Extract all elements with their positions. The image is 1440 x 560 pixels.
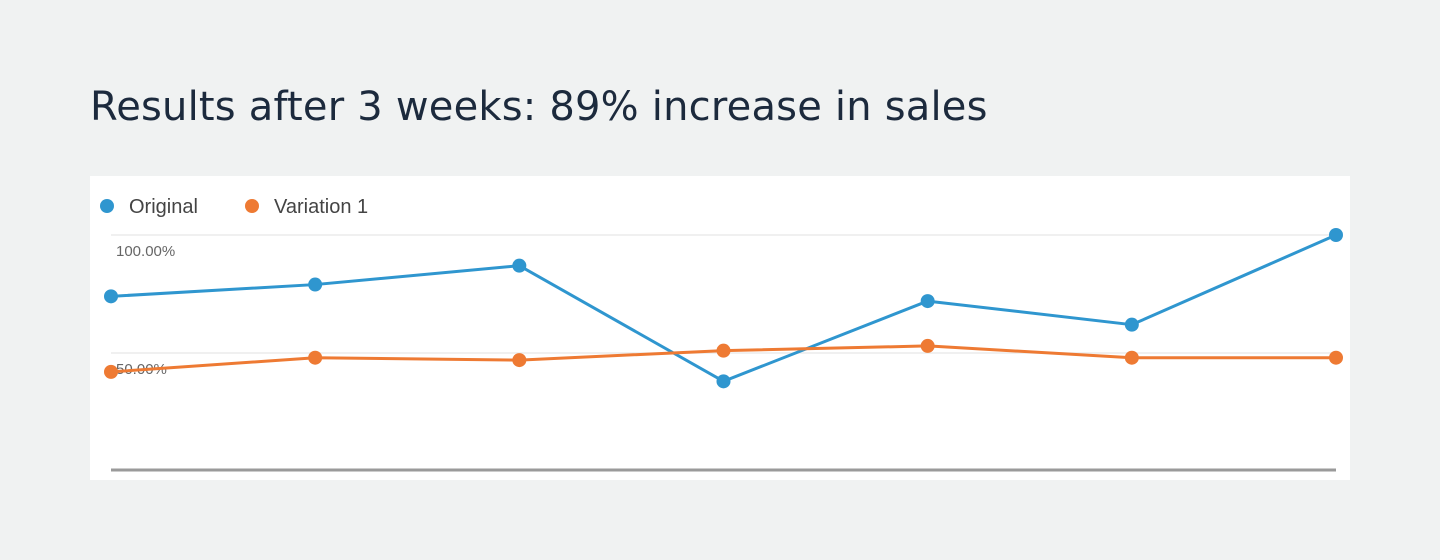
legend-label-2: Variation 1 — [274, 196, 368, 218]
legend-marker-2 — [245, 199, 259, 213]
chart-card: Original Variation 1 100.00% 50.00% — [90, 176, 1350, 480]
data-point-2-7 — [1329, 350, 1343, 365]
chart-grid — [111, 234, 1336, 354]
data-point-1-3 — [512, 258, 527, 273]
data-point-2-5 — [920, 338, 935, 353]
data-point-2-6 — [1124, 350, 1139, 365]
data-point-1-1 — [104, 289, 118, 304]
data-point-2-1 — [104, 364, 118, 379]
y-tick-label-1: 100.00% — [116, 243, 175, 260]
legend-label-1: Original — [129, 196, 198, 218]
page-title: Results after 3 weeks: 89% increase in s… — [90, 84, 988, 130]
data-point-1-5 — [920, 294, 935, 309]
y-axis-ticks: 100.00%50.00% — [116, 243, 175, 378]
data-point-1-7 — [1329, 228, 1343, 242]
data-point-2-4 — [716, 343, 731, 358]
chart-series — [104, 228, 1343, 389]
chart-legend: Original Variation 1 — [100, 196, 368, 218]
data-point-1-4 — [716, 374, 731, 389]
legend-marker-1 — [100, 199, 114, 213]
data-point-2-3 — [512, 353, 527, 368]
data-point-1-6 — [1124, 317, 1139, 332]
data-point-1-2 — [308, 277, 323, 292]
data-point-2-2 — [308, 350, 323, 365]
line-chart: Original Variation 1 100.00%50.00% — [100, 196, 1343, 472]
